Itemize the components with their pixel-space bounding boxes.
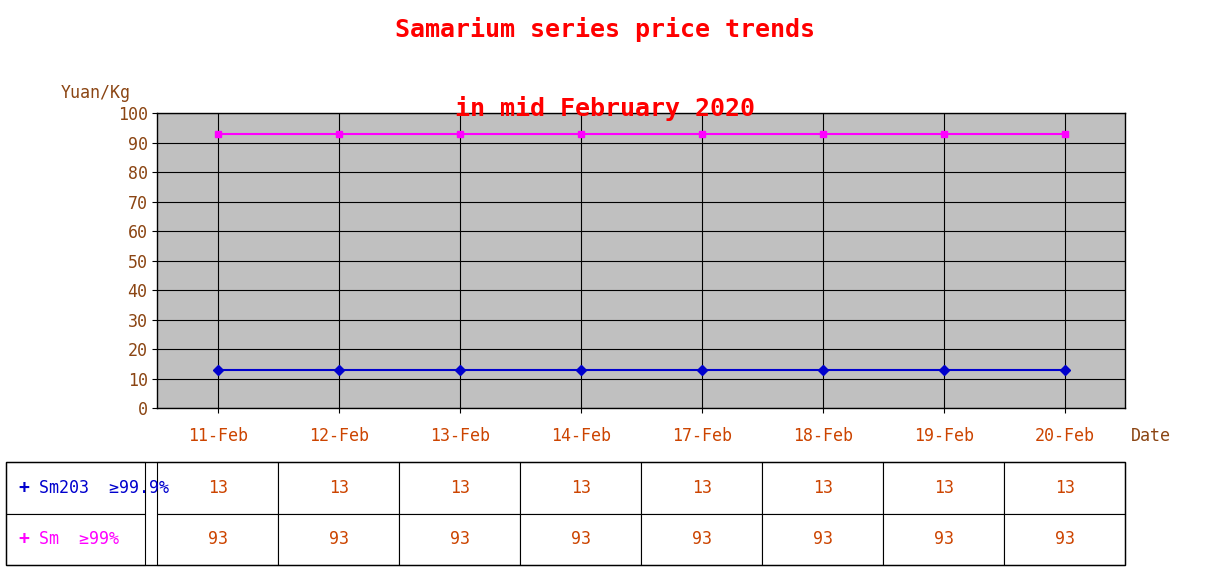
- Text: 11-Feb: 11-Feb: [188, 427, 248, 445]
- Text: 12-Feb: 12-Feb: [309, 427, 369, 445]
- Text: 13: 13: [692, 479, 711, 497]
- Bar: [520, 462, 641, 514]
- Bar: [762, 514, 883, 565]
- Bar: [641, 462, 762, 514]
- Text: 17-Feb: 17-Feb: [672, 427, 732, 445]
- Text: 93: 93: [692, 531, 711, 548]
- Bar: [278, 514, 399, 565]
- Bar: [157, 462, 278, 514]
- Bar: [883, 462, 1004, 514]
- Text: 13: 13: [329, 479, 348, 497]
- Text: in mid February 2020: in mid February 2020: [455, 96, 755, 121]
- Text: 93: 93: [934, 531, 953, 548]
- Bar: [1004, 462, 1125, 514]
- Text: 13: 13: [208, 479, 227, 497]
- Text: Sm  ≥99%: Sm ≥99%: [39, 531, 119, 548]
- Text: 93: 93: [813, 531, 832, 548]
- Text: 20-Feb: 20-Feb: [1035, 427, 1095, 445]
- Text: Samarium series price trends: Samarium series price trends: [394, 17, 816, 42]
- Text: 13: 13: [571, 479, 590, 497]
- Bar: [278, 462, 399, 514]
- Text: Sm203  ≥99.9%: Sm203 ≥99.9%: [39, 479, 168, 497]
- Bar: [520, 514, 641, 565]
- Text: 13: 13: [813, 479, 832, 497]
- Text: 93: 93: [1055, 531, 1074, 548]
- Bar: [157, 514, 278, 565]
- Bar: [399, 462, 520, 514]
- Text: +: +: [19, 531, 29, 548]
- Text: 14-Feb: 14-Feb: [551, 427, 611, 445]
- Text: 93: 93: [208, 531, 227, 548]
- Bar: [762, 462, 883, 514]
- Bar: [883, 514, 1004, 565]
- Bar: [6, 462, 145, 514]
- Bar: [6, 514, 145, 565]
- Text: 13: 13: [1055, 479, 1074, 497]
- Text: 13: 13: [450, 479, 469, 497]
- Text: 13-Feb: 13-Feb: [430, 427, 490, 445]
- Text: Yuan/Kg: Yuan/Kg: [60, 83, 131, 101]
- Text: 18-Feb: 18-Feb: [793, 427, 853, 445]
- Bar: [6, 462, 1125, 565]
- Text: +: +: [19, 479, 29, 497]
- Text: 93: 93: [571, 531, 590, 548]
- Bar: [641, 514, 762, 565]
- Bar: [1004, 514, 1125, 565]
- Text: 93: 93: [450, 531, 469, 548]
- Text: Date: Date: [1131, 427, 1171, 445]
- Text: 19-Feb: 19-Feb: [914, 427, 974, 445]
- Bar: [399, 514, 520, 565]
- Text: 93: 93: [329, 531, 348, 548]
- Text: 13: 13: [934, 479, 953, 497]
